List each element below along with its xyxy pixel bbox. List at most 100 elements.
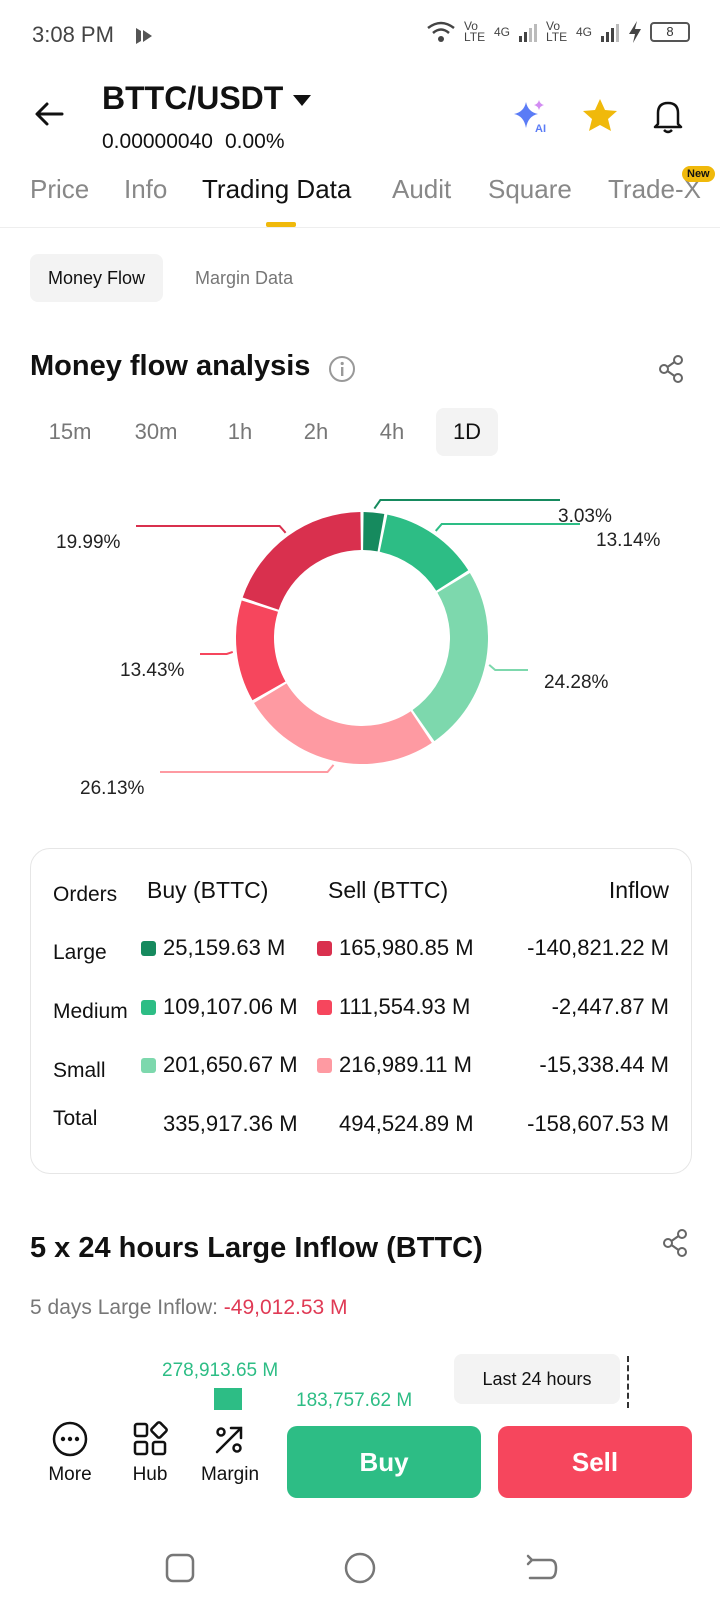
system-nav-bar: [0, 1530, 720, 1612]
signal-icon: [518, 24, 537, 42]
margin-label: Margin: [200, 1464, 260, 1485]
status-icons: Vo LTE 4G Vo LTE 4G 8: [426, 20, 690, 44]
margin-icon: [215, 1426, 243, 1454]
donut-leader-2: [488, 664, 528, 671]
buy-button[interactable]: Buy: [287, 1426, 481, 1498]
share-icon-2[interactable]: [660, 1228, 690, 1258]
row-large-inflow: -140,821.22 M: [527, 935, 669, 960]
donut-label-4: 13.43%: [120, 660, 185, 681]
large-inflow-title: 5 x 24 hours Large Inflow (BTTC): [30, 1232, 483, 1264]
money-flow-donut-chart: 3.03% 13.14% 24.28% 26.13% 13.43% 19.99%: [0, 490, 720, 820]
subtab-margin-data[interactable]: Margin Data: [195, 268, 294, 288]
money-flow-title: Money flow analysis: [30, 350, 311, 382]
inflow-bar-1: [214, 1388, 242, 1410]
row-medium-buy: 109,107.06 M: [163, 994, 298, 1019]
large-buy-legend: [141, 941, 156, 956]
donut-slice-5: [242, 512, 361, 610]
recent-apps-icon[interactable]: [160, 1548, 200, 1588]
small-sell-legend: [317, 1058, 332, 1073]
notification-icon: [136, 28, 152, 44]
price-line: 0.00000040 0.00%: [102, 130, 285, 154]
tab-square[interactable]: Square: [488, 174, 572, 204]
share-icon[interactable]: [656, 354, 686, 384]
bell-icon[interactable]: [648, 96, 688, 136]
bar-2-label: 183,757.62 M: [296, 1390, 413, 1411]
donut-slice-2: [412, 572, 489, 742]
row-total-name: Total: [53, 1107, 98, 1130]
donut-label-3: 26.13%: [80, 778, 145, 799]
more-button[interactable]: More: [30, 1420, 110, 1486]
tab-price[interactable]: Price: [30, 174, 90, 204]
price-change: 0.00%: [224, 130, 285, 153]
row-large-sell: 165,980.85 M: [339, 935, 474, 960]
subtab-money-flow[interactable]: Money Flow: [30, 254, 164, 302]
top-tabs: Price Info Trading Data Audit Square Tra…: [0, 166, 720, 228]
crosshair-line: [627, 1356, 629, 1408]
donut-label-5: 19.99%: [56, 532, 121, 553]
hub-button[interactable]: Hub: [110, 1420, 190, 1486]
donut-slice-3: [254, 683, 432, 764]
five-days-inflow: 5 days Large Inflow: -49,012.53 M: [30, 1296, 348, 1320]
interval-1d[interactable]: 1D: [436, 408, 498, 456]
bottom-action-bar: More Hub Margin Buy Sell: [0, 1410, 720, 1518]
donut-leader-4: [200, 650, 234, 655]
favorite-star-icon[interactable]: [580, 96, 620, 136]
pair-selector[interactable]: BTTC/USDT: [102, 80, 312, 117]
donut-slice-0: [363, 512, 385, 552]
row-total-sell: 494,524.89 M: [339, 1111, 474, 1136]
large-sell-legend: [317, 941, 332, 956]
status-bar: 3:08 PM Vo LTE 4G Vo LTE 4G 8: [0, 0, 720, 72]
signal-icon-2: [601, 24, 619, 42]
ai-sparkle-icon[interactable]: AI: [510, 96, 550, 136]
tab-trading-data[interactable]: Trading Data: [202, 174, 352, 204]
last-price: 0.00000040: [102, 130, 213, 153]
medium-buy-legend: [141, 1000, 156, 1015]
row-small-sell: 216,989.11 M: [339, 1052, 472, 1077]
pair-name: BTTC/USDT: [102, 80, 284, 116]
row-large-name: Large: [53, 941, 107, 964]
hub-icon: [133, 1421, 168, 1456]
row-medium-name: Medium: [53, 1000, 128, 1023]
interval-30m[interactable]: 30m: [134, 419, 178, 444]
tab-info[interactable]: Info: [124, 174, 168, 204]
donut-leader-1: [434, 523, 580, 532]
donut-label-2: 24.28%: [544, 672, 609, 693]
more-icon: [52, 1421, 88, 1457]
five-days-label: 5 days Large Inflow:: [30, 1296, 218, 1319]
header-orders: Orders: [53, 883, 118, 906]
interval-15m[interactable]: 15m: [48, 419, 92, 444]
small-buy-legend: [141, 1058, 156, 1073]
margin-button[interactable]: Margin: [190, 1420, 270, 1486]
donut-label-1: 13.14%: [596, 530, 661, 551]
row-small-inflow: -15,338.44 M: [539, 1052, 669, 1077]
row-small-buy: 201,650.67 M: [163, 1052, 298, 1077]
charging-icon: [629, 21, 641, 43]
orders-table: Orders Buy (BTTC) Sell (BTTC) Inflow Lar…: [30, 848, 692, 1174]
hub-label: Hub: [132, 1464, 168, 1485]
sell-button[interactable]: Sell: [498, 1426, 692, 1498]
donut-leader-5: [136, 525, 287, 534]
interval-2h[interactable]: 2h: [303, 419, 329, 444]
header-inflow: Inflow: [608, 877, 669, 903]
donut-slice-1: [379, 514, 469, 591]
tab-audit[interactable]: Audit: [392, 174, 452, 204]
interval-4h[interactable]: 4h: [379, 419, 405, 444]
net-label-3: Vo LTE: [545, 19, 568, 44]
interval-1h[interactable]: 1h: [227, 419, 253, 444]
system-back-icon[interactable]: [522, 1548, 562, 1588]
info-icon[interactable]: [328, 355, 356, 383]
donut-svg: [136, 499, 580, 773]
row-medium-inflow: -2,447.87 M: [551, 994, 669, 1019]
header: BTTC/USDT 0.00000040 0.00% AI: [0, 72, 720, 162]
row-total-buy: 335,917.36 M: [163, 1111, 298, 1136]
row-small-name: Small: [53, 1059, 106, 1082]
more-label: More: [48, 1464, 92, 1485]
back-arrow-icon[interactable]: [32, 96, 68, 132]
row-large-buy: 25,159.63 M: [163, 935, 286, 960]
home-icon[interactable]: [340, 1548, 380, 1588]
net-label-4: 4G: [575, 25, 592, 39]
header-sell: Sell (BTTC): [328, 877, 449, 903]
interval-selector: 15m 30m 1h 2h 4h 1D: [30, 408, 498, 456]
donut-slice-4: [236, 600, 286, 701]
donut-leader-3: [160, 764, 335, 773]
